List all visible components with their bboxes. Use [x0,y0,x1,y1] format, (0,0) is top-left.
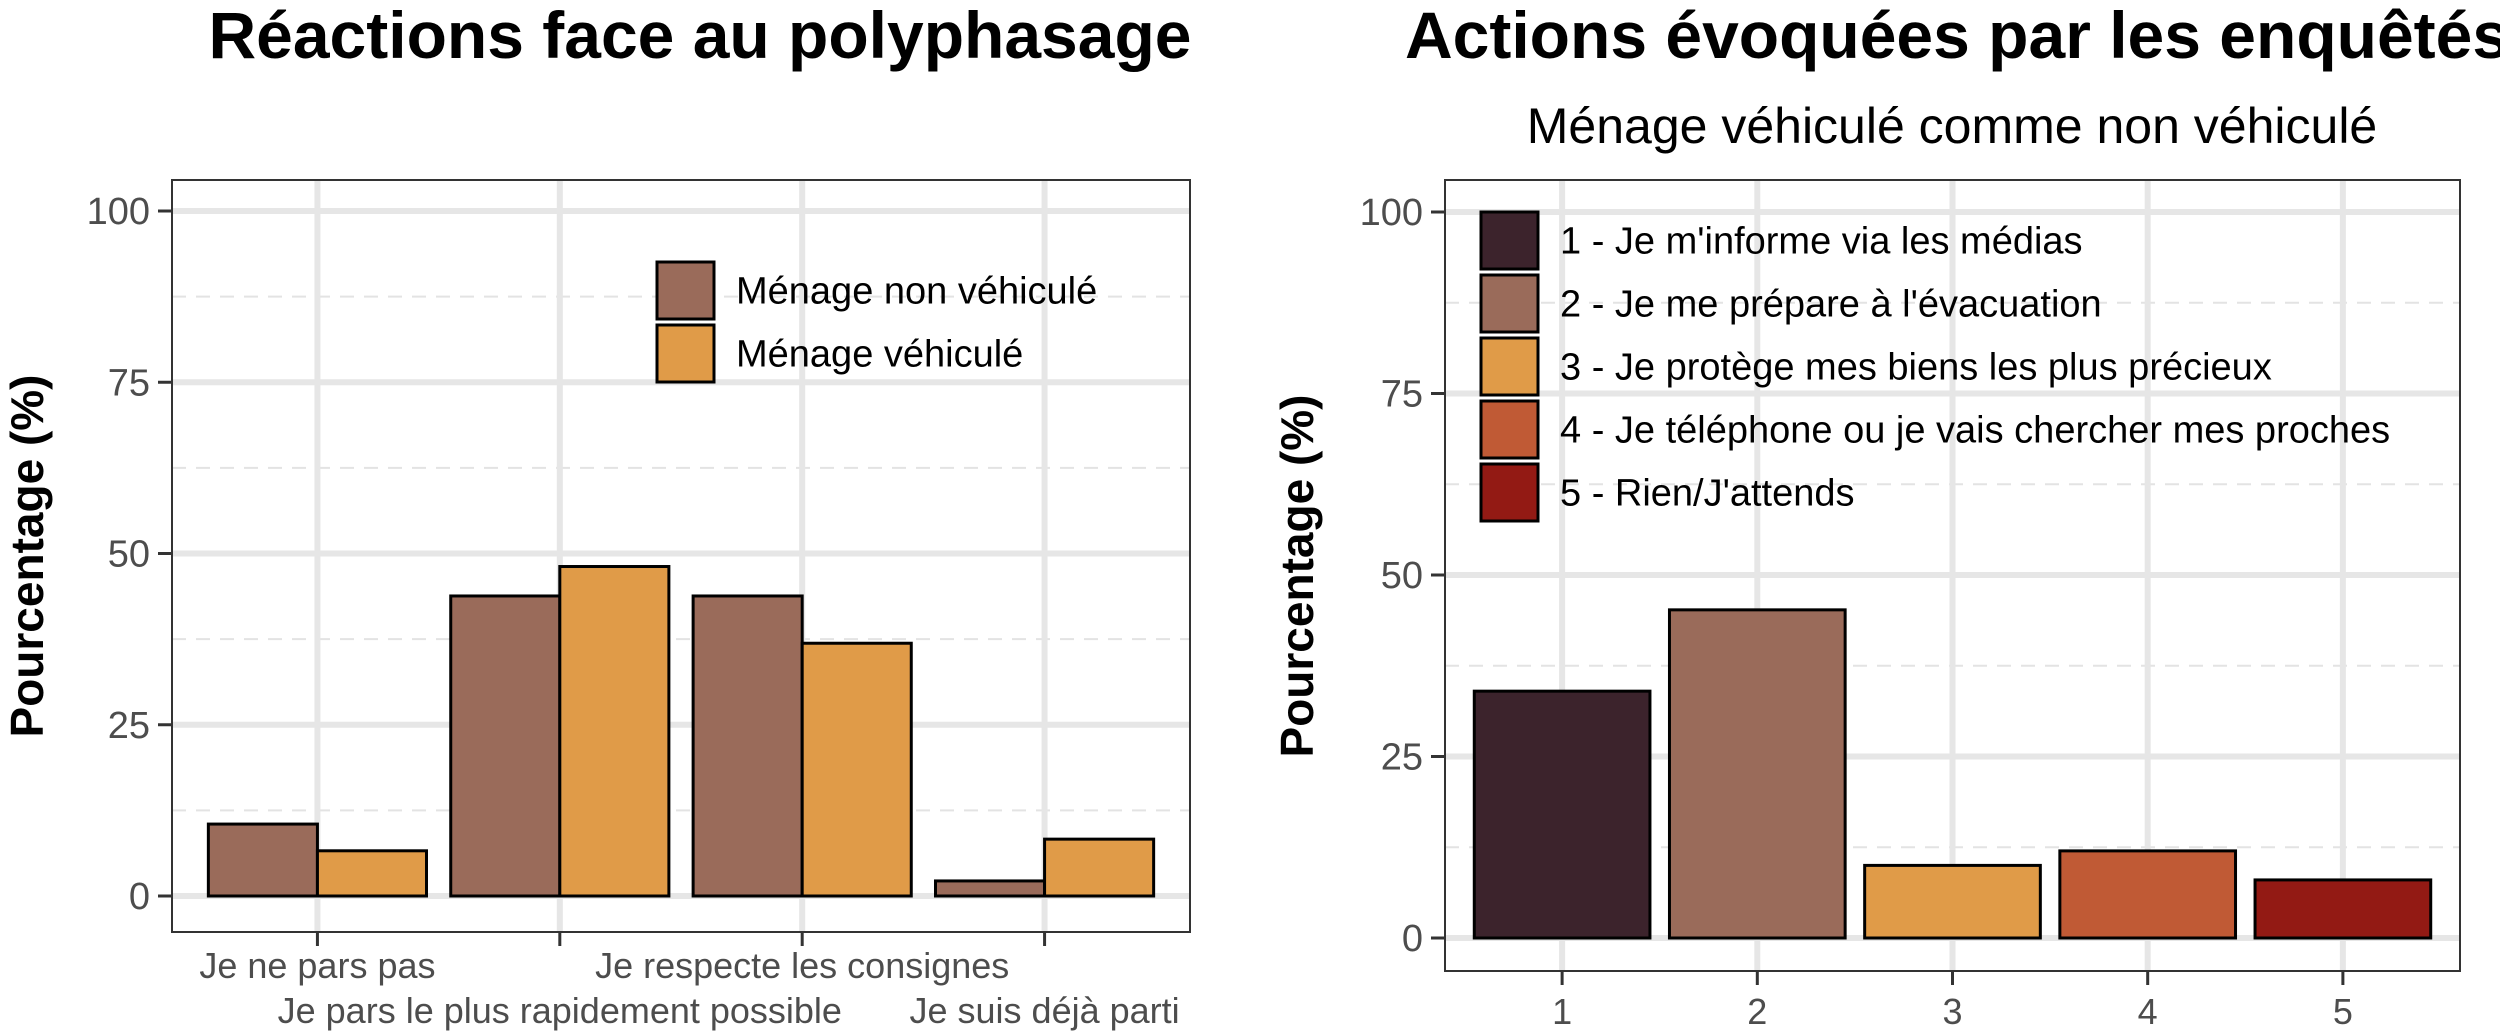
legend-label: Ménage véhiculé [736,334,1023,376]
y-tick-label: 75 [108,362,150,404]
legend-key [655,260,716,321]
y-tick-label: 25 [108,705,150,747]
bar [1863,863,2042,940]
y-tick-label: 50 [108,534,150,576]
bar [2058,849,2238,940]
chart-2-ylabel: Pourcentage (%) [1271,395,1323,758]
bar [691,594,804,898]
legend-label: Ménage non véhiculé [736,271,1097,313]
chart-2-subtitle: Ménage véhiculé comme non véhiculé [1527,98,2378,154]
bar [558,565,671,898]
legend-key [1479,399,1540,460]
x-tick-label: 2 [1747,991,1767,1032]
legend-key [1479,273,1540,334]
legend-label: 5 - Rien/J'attends [1560,473,1855,515]
chart-1-panel-border [171,179,1191,933]
x-tick-label: Je respecte les consignes [595,945,1009,986]
bar [206,822,319,898]
x-tick-label: 5 [2333,991,2353,1032]
x-tick-label: Je pars le plus rapidement possible [278,990,842,1031]
y-tick-label: 100 [87,191,150,233]
bar [315,849,428,898]
chart-reactions: Réactions face au polyphasage 0 25 50 75 100… [1,0,1192,1031]
y-tick-label: 75 [1381,374,1423,416]
chart-1-title: Réactions face au polyphasage [208,0,1191,72]
bar [934,879,1047,898]
legend-key [1479,210,1540,271]
bar [1667,608,1847,940]
bar [1472,689,1652,940]
legend-key [1479,336,1540,397]
x-tick-label: Je ne pars pas [199,945,435,986]
bar [800,641,913,898]
legend-key [655,323,716,384]
y-tick-label: 0 [129,876,150,918]
bar [2253,878,2433,940]
legend-key [1479,462,1540,523]
legend-label: 3 - Je protège mes biens les plus précie… [1560,347,2272,389]
x-tick-label: 3 [1942,991,1962,1032]
bar [1043,837,1156,898]
x-tick-label: Je suis déjà parti [910,990,1180,1031]
chart-1-ylabel: Pourcentage (%) [1,375,53,738]
legend-label: 4 - Je téléphone ou je vais chercher mes… [1560,410,2390,452]
x-tick-label: 4 [2138,991,2158,1032]
chart-2-title: Actions évoquées par les enquêtés [1405,0,2500,72]
legend-label: 1 - Je m'informe via les médias [1560,221,2083,263]
bar [449,594,562,898]
y-tick-label: 50 [1381,555,1423,597]
x-tick-label: 1 [1552,991,1572,1032]
chart-actions: Actions évoquées par les enquêtés Ménage… [1271,0,2500,1032]
legend-label: 2 - Je me prépare à l'évacuation [1560,284,2102,326]
y-tick-label: 0 [1402,918,1423,960]
y-tick-label: 100 [1360,192,1423,234]
y-tick-label: 25 [1381,737,1423,779]
